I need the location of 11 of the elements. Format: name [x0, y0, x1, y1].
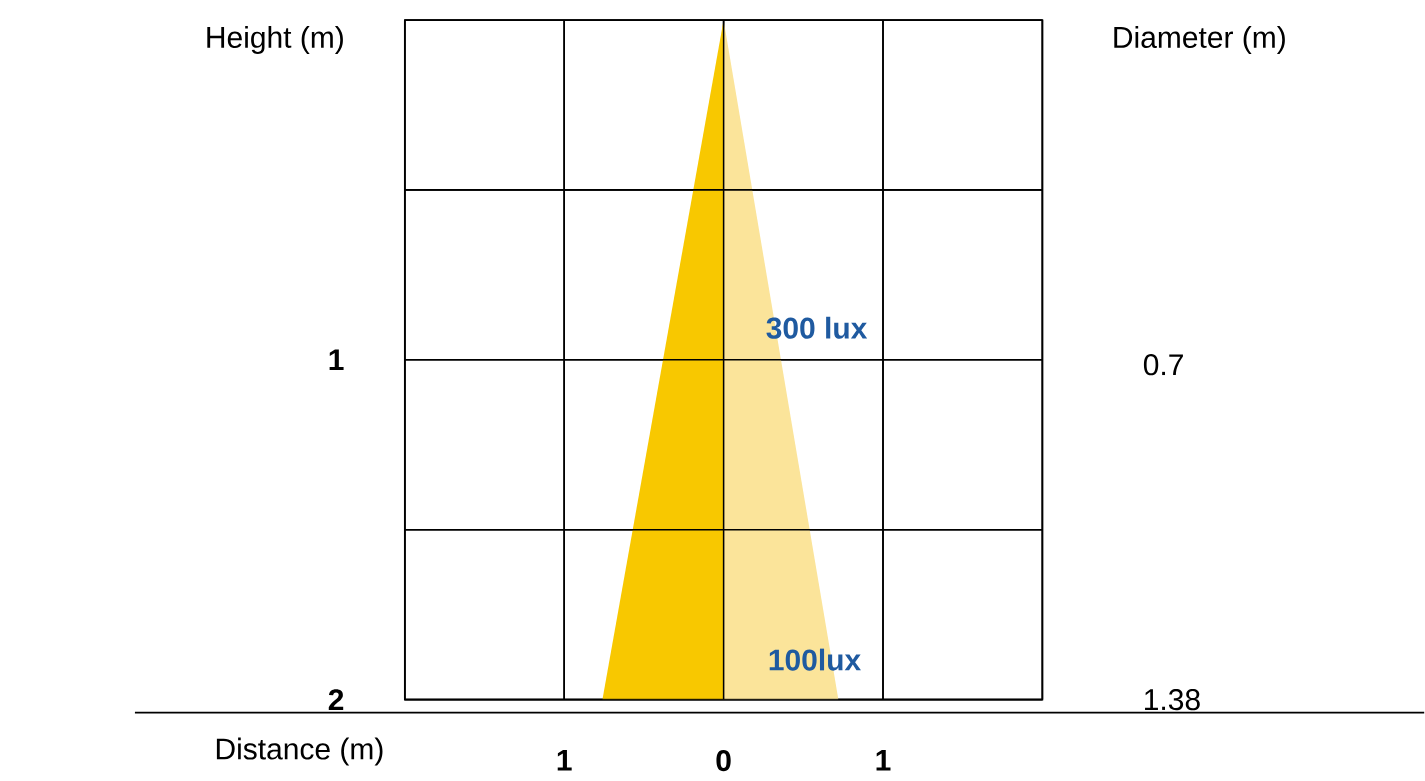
y2-tick-label: 0.7: [1143, 354, 1183, 376]
annotation: 100lux: [769, 648, 861, 671]
annotation: 300 lux: [766, 316, 868, 339]
x-tick-label: 1: [876, 749, 891, 771]
x-tick-label: 0: [716, 749, 731, 772]
x-axis-title: Distance (m): [216, 737, 383, 766]
y-tick-label: 2: [328, 689, 344, 710]
x-tick-label: 1: [557, 749, 572, 771]
y-axis-title: Height (m): [207, 25, 343, 54]
y2-tick-label: 1.38: [1145, 688, 1200, 711]
y2-axis-title: Diameter (m): [1114, 25, 1285, 54]
